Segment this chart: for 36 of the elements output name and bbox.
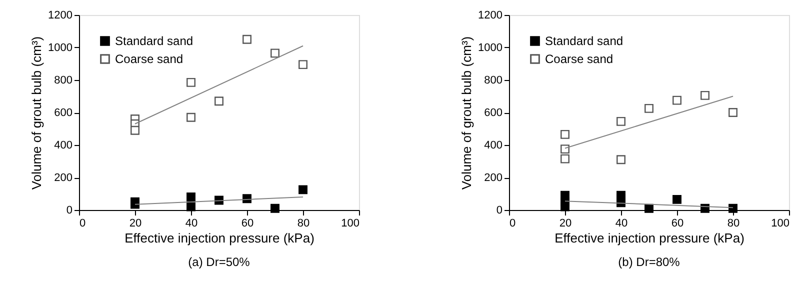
y-tick-label: 1000 bbox=[478, 42, 502, 54]
x-tick-label: 20 bbox=[559, 218, 572, 230]
y-tick-label: 800 bbox=[54, 74, 72, 86]
y-tick-label: 600 bbox=[54, 107, 72, 119]
y-axis-title: Volume of grout bulb (cm³) bbox=[459, 36, 474, 190]
y-tick-label: 0 bbox=[496, 204, 502, 216]
text: (a) Dr=50% bbox=[188, 255, 250, 269]
y-tick-label: 1000 bbox=[48, 42, 72, 54]
x-tick-label: 40 bbox=[615, 218, 628, 230]
x-tick-label: 60 bbox=[241, 218, 254, 230]
x-tick-label: 80 bbox=[727, 218, 740, 230]
y-tick-label: 0 bbox=[66, 204, 72, 216]
legend-label: Coarse sand bbox=[115, 52, 184, 66]
y-tick-label: 200 bbox=[484, 172, 502, 184]
x-tick-label: 100 bbox=[341, 218, 360, 230]
x-tick-label: 100 bbox=[771, 218, 790, 230]
x-tick-label: 60 bbox=[671, 218, 684, 230]
y-tick-label: 400 bbox=[54, 140, 72, 152]
y-tick-label: 800 bbox=[484, 74, 502, 86]
x-tick-label: 0 bbox=[80, 218, 86, 230]
y-tick-label: 600 bbox=[484, 107, 502, 119]
y-axis-title: Volume of grout bulb (cm³) bbox=[29, 36, 44, 190]
x-axis-title: Effective injection pressure (kPa) bbox=[124, 230, 314, 246]
y-tick-label: 1200 bbox=[478, 10, 502, 22]
y-tick-label: 1200 bbox=[48, 10, 72, 22]
x-tick-label: 80 bbox=[297, 218, 310, 230]
x-tick-label: 0 bbox=[510, 218, 516, 230]
legend-label: Standard sand bbox=[115, 34, 194, 48]
x-tick-label: 20 bbox=[129, 218, 142, 230]
x-tick-label: 40 bbox=[185, 218, 198, 230]
legend-label: Coarse sand bbox=[545, 52, 614, 66]
x-axis-title: Effective injection pressure (kPa) bbox=[554, 230, 744, 246]
text: (b) Dr=80% bbox=[618, 255, 680, 269]
y-tick-label: 200 bbox=[54, 172, 72, 184]
legend-label: Standard sand bbox=[545, 34, 624, 48]
y-tick-label: 400 bbox=[484, 140, 502, 152]
